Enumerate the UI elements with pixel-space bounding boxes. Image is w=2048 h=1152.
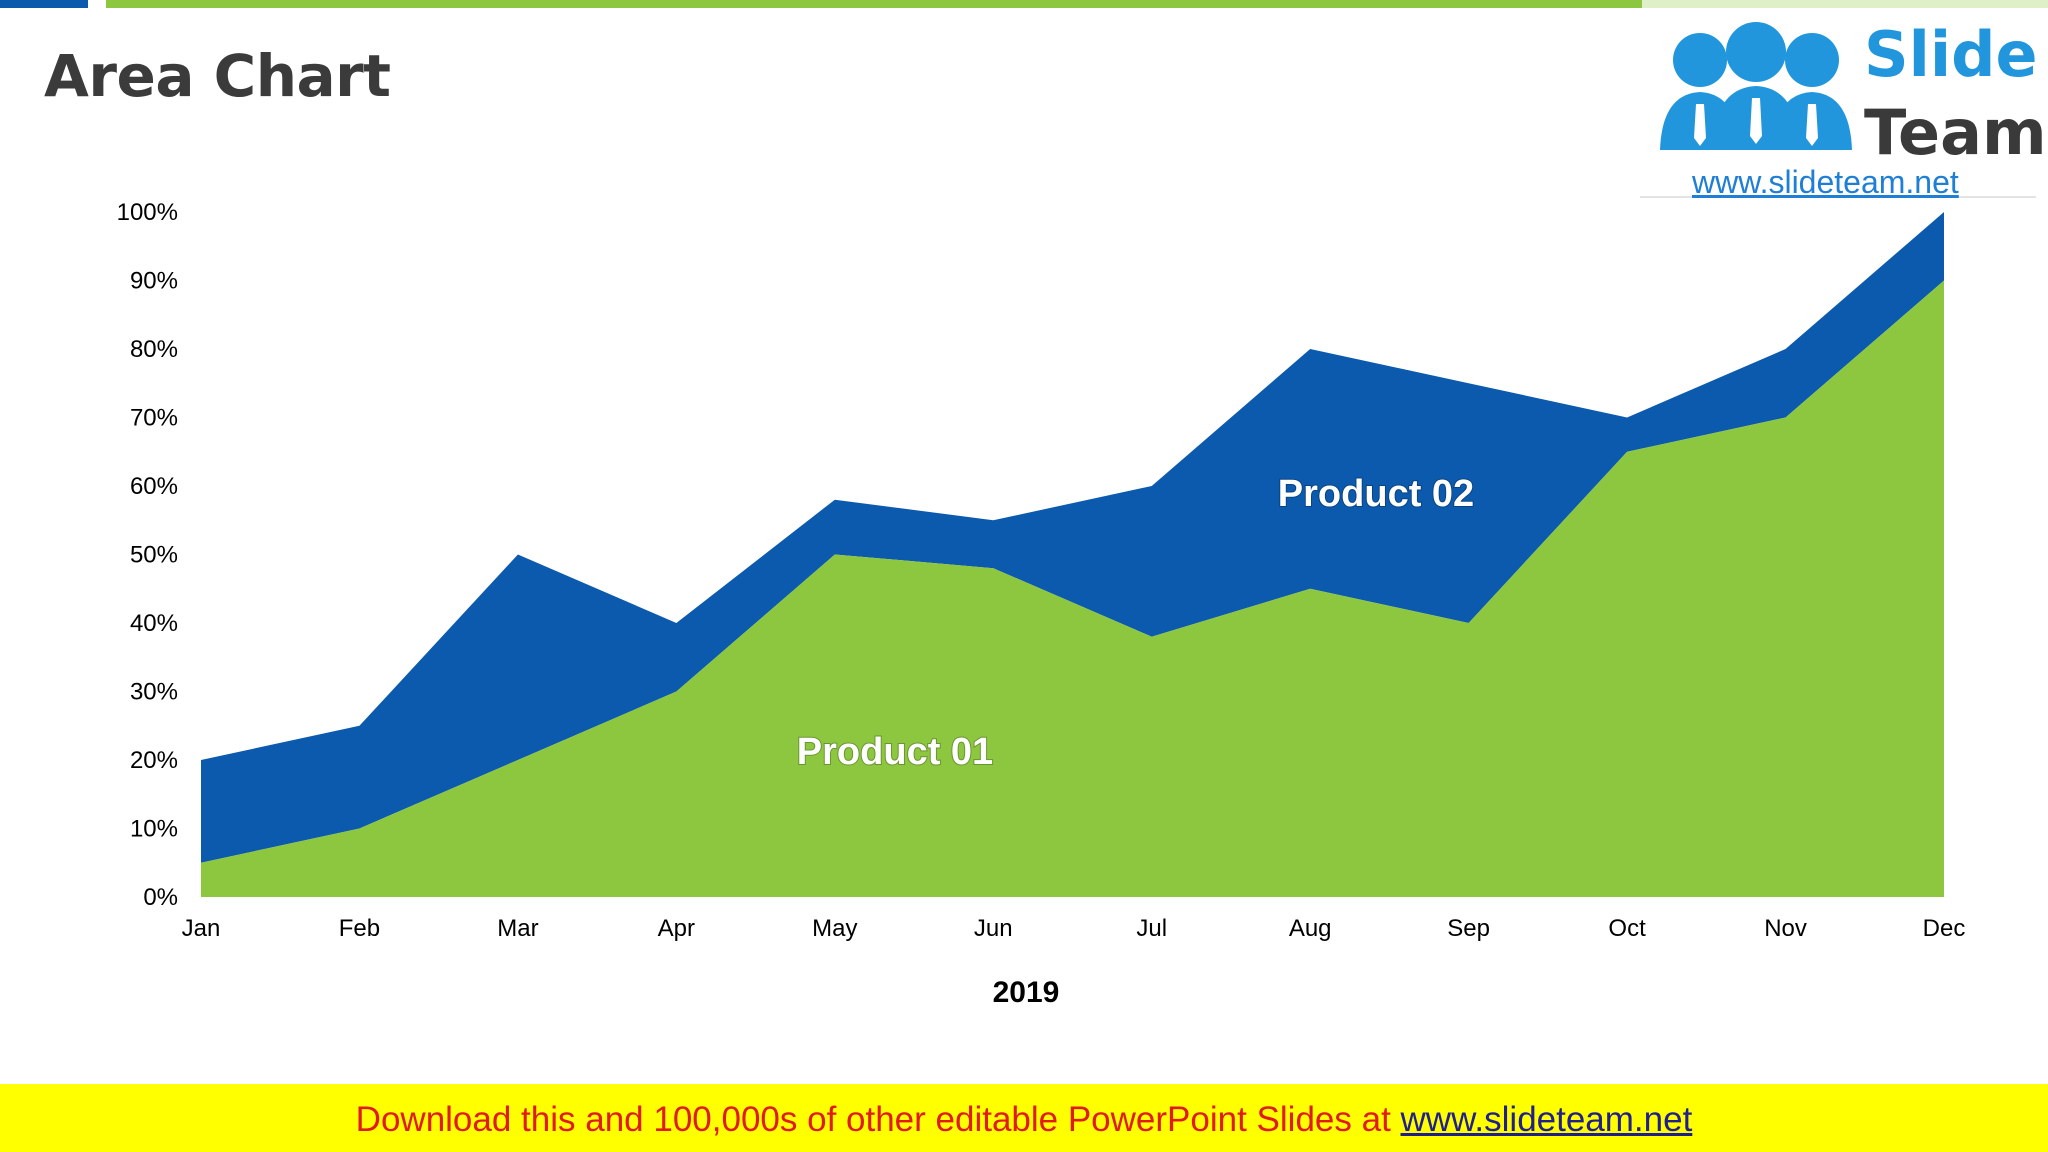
x-tick-label: Jun (974, 915, 1013, 942)
footer-message: Download this and 100,000s of other edit… (356, 1100, 1401, 1139)
y-tick-label: 10% (130, 816, 178, 843)
y-tick-label: 60% (130, 473, 178, 500)
x-tick-label: Sep (1447, 915, 1490, 942)
slideteam-logo: Slide Team www.slideteam.net (1640, 8, 2036, 198)
series-label-product-02: Product 02 (1278, 473, 1474, 515)
y-tick-label: 80% (130, 336, 178, 363)
chart-areas (201, 212, 1944, 897)
x-tick-label: Nov (1764, 915, 1807, 942)
x-tick-label: Mar (497, 915, 538, 942)
y-tick-label: 40% (130, 610, 178, 637)
y-axis-ticks: 0% 10% 20% 30% 40% 50% 60% 70% 80% 90% 100% (117, 199, 178, 911)
x-tick-label: Jul (1136, 915, 1167, 942)
x-tick-label: Oct (1608, 915, 1646, 942)
x-tick-label: Apr (658, 915, 695, 942)
x-tick-label: Feb (339, 915, 380, 942)
x-axis-ticks: Jan Feb Mar Apr May Jun Jul Aug Sep Oct Nov Dec (182, 915, 1966, 942)
x-axis-title: 2019 (993, 976, 1060, 1009)
y-tick-label: 30% (130, 679, 178, 706)
x-tick-label: Jan (182, 915, 221, 942)
x-tick-label: Aug (1289, 915, 1332, 942)
x-tick-label: May (812, 915, 857, 942)
y-tick-label: 20% (130, 747, 178, 774)
logo-word-slide: Slide (1864, 18, 2038, 91)
y-tick-label: 0% (143, 884, 178, 911)
logo-word-team: Team (1864, 96, 2047, 169)
footer-link[interactable]: www.slideteam.net (1401, 1100, 1693, 1139)
y-tick-label: 50% (130, 542, 178, 569)
y-tick-label: 100% (117, 199, 178, 226)
x-tick-label: Dec (1923, 915, 1966, 942)
y-tick-label: 90% (130, 268, 178, 295)
people-icon (1640, 8, 1880, 158)
series-label-product-01: Product 01 (797, 731, 993, 773)
footer-banner: Download this and 100,000s of other edit… (0, 1084, 2048, 1152)
y-tick-label: 70% (130, 405, 178, 432)
logo-url-link[interactable]: www.slideteam.net (1692, 164, 1959, 201)
footer-text: Download this and 100,000s of other edit… (0, 1100, 2048, 1140)
